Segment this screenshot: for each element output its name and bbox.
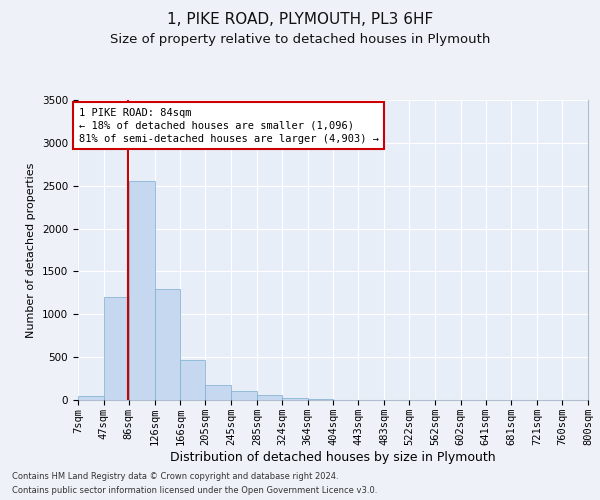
- Bar: [78, 396, 104, 400]
- Bar: [257, 396, 282, 400]
- Text: Contains HM Land Registry data © Crown copyright and database right 2024.: Contains HM Land Registry data © Crown c…: [12, 472, 338, 481]
- Y-axis label: Number of detached properties: Number of detached properties: [26, 162, 37, 338]
- Bar: [129, 182, 155, 400]
- Text: 1 PIKE ROAD: 84sqm
← 18% of detached houses are smaller (1,096)
81% of semi-deta: 1 PIKE ROAD: 84sqm ← 18% of detached hou…: [79, 108, 379, 144]
- Bar: [282, 398, 308, 400]
- Bar: [155, 288, 180, 400]
- Bar: [308, 399, 334, 400]
- Text: Size of property relative to detached houses in Plymouth: Size of property relative to detached ho…: [110, 32, 490, 46]
- Bar: [205, 385, 231, 400]
- Bar: [104, 297, 129, 400]
- Text: Contains public sector information licensed under the Open Government Licence v3: Contains public sector information licen…: [12, 486, 377, 495]
- Text: 1, PIKE ROAD, PLYMOUTH, PL3 6HF: 1, PIKE ROAD, PLYMOUTH, PL3 6HF: [167, 12, 433, 28]
- Bar: [231, 392, 257, 400]
- X-axis label: Distribution of detached houses by size in Plymouth: Distribution of detached houses by size …: [170, 450, 496, 464]
- Bar: [180, 360, 205, 400]
